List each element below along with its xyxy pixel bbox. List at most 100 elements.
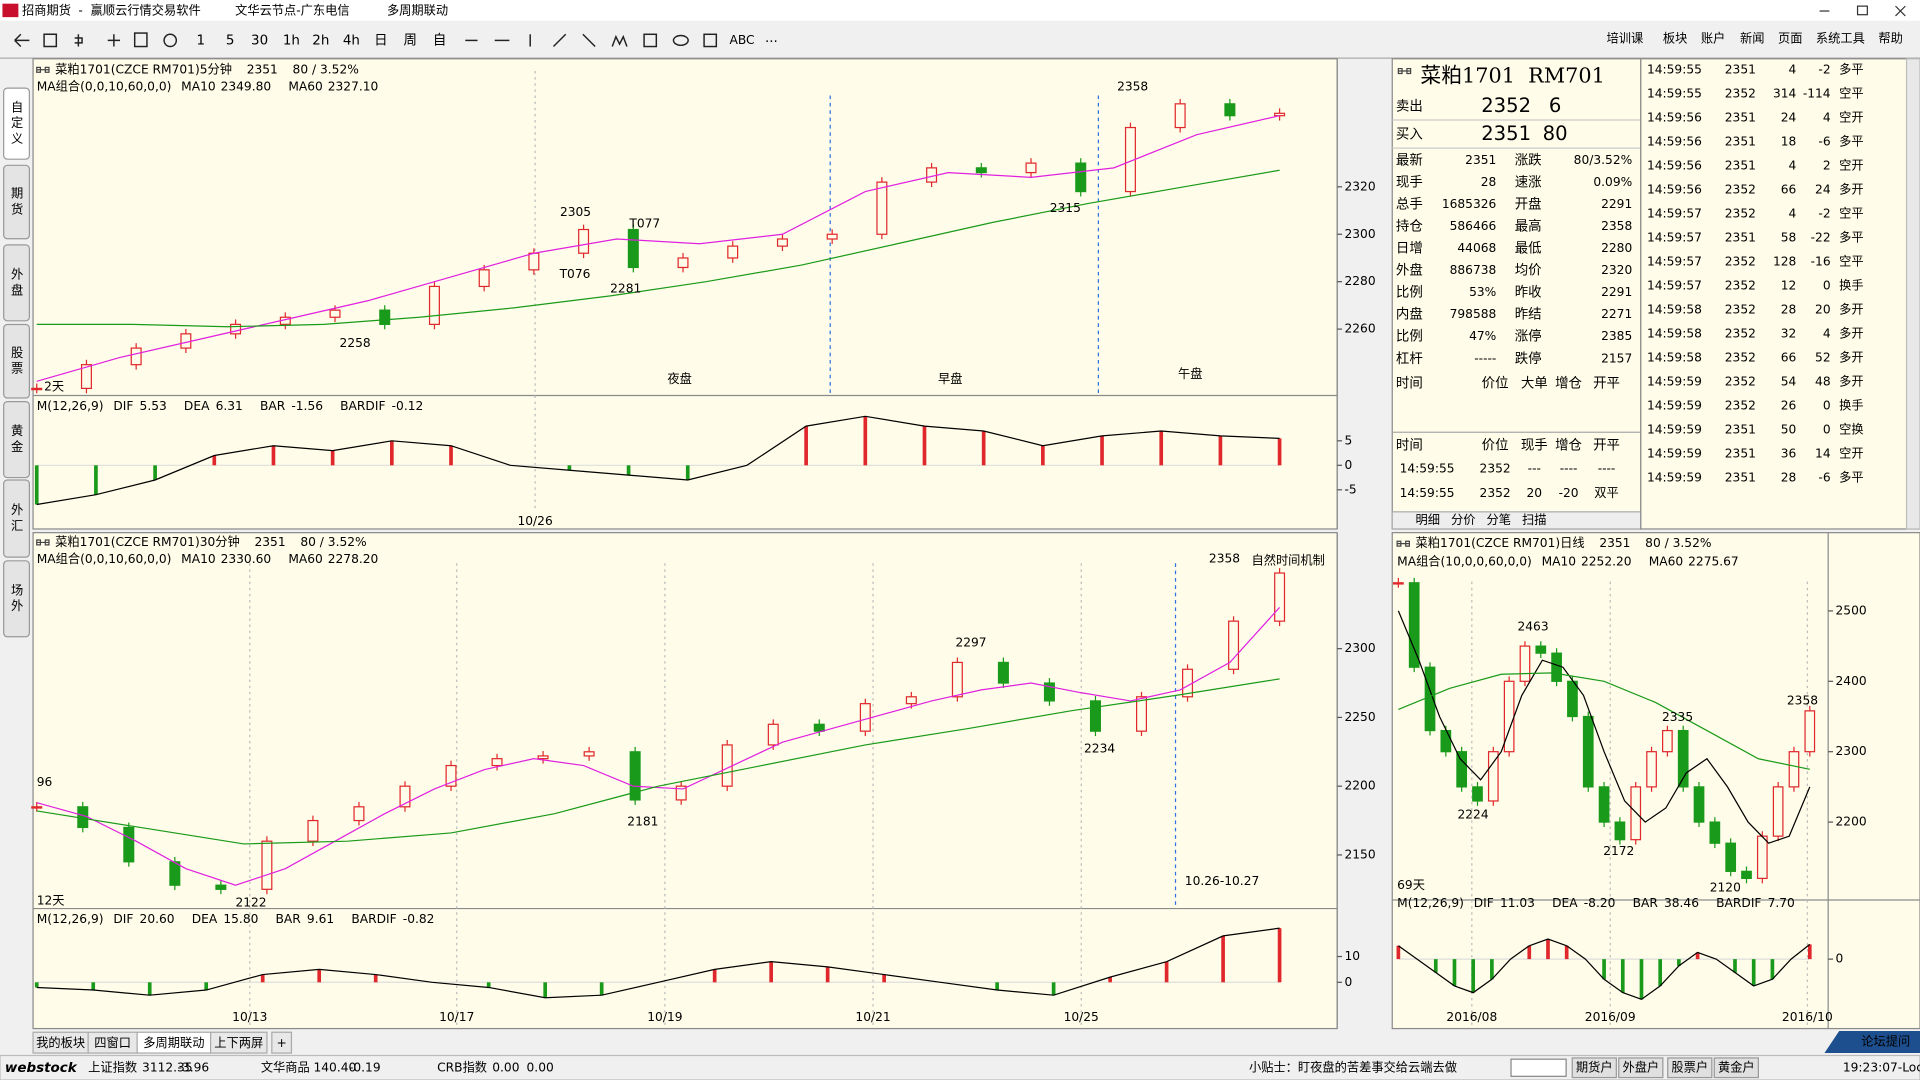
trade-cell: 多平 xyxy=(1839,134,1863,148)
trade-cell: 2 xyxy=(1823,158,1831,172)
trade-cell: 14:59:58 xyxy=(1647,302,1702,316)
side-tab[interactable] xyxy=(3,164,30,240)
period-button[interactable]: 自 xyxy=(433,32,446,48)
bottom-tab-label: 我的板块 xyxy=(36,1035,85,1050)
trade-cell: 14:59:58 xyxy=(1647,350,1702,364)
menu-item[interactable]: 页面 xyxy=(1778,32,1802,46)
quote-tab[interactable]: 明细 xyxy=(1416,513,1440,527)
dif-line xyxy=(36,927,1280,999)
bottom-tab-label: 上下两屏 xyxy=(214,1036,263,1050)
period-button[interactable]: 周 xyxy=(403,33,416,48)
side-tab[interactable] xyxy=(3,479,30,558)
candle xyxy=(1440,729,1452,753)
bottom-tab[interactable] xyxy=(271,1031,293,1054)
ma-label: MA10 xyxy=(1542,555,1577,569)
menu-item[interactable]: 板块 xyxy=(1663,32,1687,46)
quote-label: 开盘 xyxy=(1515,195,1542,212)
account-button[interactable] xyxy=(1667,1057,1713,1079)
trade-cell: 14:59:59 xyxy=(1647,398,1702,412)
macd-bar xyxy=(147,982,152,996)
candle xyxy=(1228,620,1240,670)
quote-label: 现手 xyxy=(1396,174,1423,190)
trade-cell: 14:59:56 xyxy=(1647,182,1702,196)
menu-item[interactable]: 帮助 xyxy=(1878,32,1902,46)
trade-cell: 2351 xyxy=(1725,230,1756,244)
trade-cell: 28 xyxy=(1781,470,1797,484)
ma-label: MA10 xyxy=(181,552,216,566)
y-tick-label: 2300 xyxy=(1344,227,1375,241)
side-tab-label: 票 xyxy=(11,362,23,376)
trade-cell: 多平 xyxy=(1839,62,1863,76)
trade-cell: 4 xyxy=(1823,110,1831,124)
candle xyxy=(1408,582,1420,668)
macd-label: BARDIF xyxy=(340,399,385,413)
period-button[interactable]: 5 xyxy=(226,33,235,48)
macd-title: M(12,26,9) xyxy=(37,399,104,413)
chart-note: 10.26-10.27 xyxy=(1185,874,1259,888)
menu-item[interactable]: 新闻 xyxy=(1740,31,1764,46)
account-button[interactable] xyxy=(1571,1057,1617,1079)
account-button[interactable] xyxy=(1713,1057,1759,1079)
macd-bar xyxy=(685,465,690,480)
window-title: 招商期货 xyxy=(22,3,71,18)
trade-cell: 2352 xyxy=(1725,398,1756,412)
side-tab[interactable] xyxy=(3,323,30,399)
macd-value: 7.70 xyxy=(1768,896,1795,910)
date-label: 10/25 xyxy=(1064,1010,1099,1024)
tool-button[interactable]: ABC xyxy=(729,33,754,47)
toolbar xyxy=(0,20,1920,59)
quote-tab[interactable]: 分价 xyxy=(1451,513,1475,527)
search-box[interactable] xyxy=(1510,1058,1567,1077)
tool-button[interactable]: ... xyxy=(765,31,778,46)
window-controls xyxy=(1819,5,1906,17)
account-button[interactable] xyxy=(1618,1057,1664,1079)
macd-bar xyxy=(1770,959,1775,980)
quote-value: 2291 xyxy=(1601,285,1632,299)
side-tab-label: 定 xyxy=(11,115,23,130)
contract-code: RM701 xyxy=(1528,64,1605,88)
index-name: 文华商品 xyxy=(261,1059,310,1074)
macd-bar xyxy=(1452,959,1457,986)
period-button[interactable]: 2h xyxy=(312,33,329,48)
macd-bar xyxy=(1751,959,1756,986)
trade-cell: -2 xyxy=(1818,206,1830,220)
chart-price: 2351 xyxy=(1599,536,1630,550)
period-button[interactable]: 30 xyxy=(251,33,268,48)
macd-bar xyxy=(1108,977,1112,983)
candle xyxy=(1274,112,1286,117)
macd-value: -8.20 xyxy=(1584,896,1616,910)
title-bar xyxy=(0,0,1920,21)
bottom-tab[interactable] xyxy=(210,1031,268,1054)
candle xyxy=(1043,682,1055,702)
window-title: 文华云节点-广东电信 xyxy=(235,3,350,18)
quote-tab[interactable]: 分笔 xyxy=(1487,512,1511,527)
macd-bar xyxy=(1396,945,1401,960)
macd-bar xyxy=(599,982,604,996)
menu-item[interactable]: 账户 xyxy=(1701,31,1725,46)
candle xyxy=(1582,715,1594,788)
quote-tab[interactable]: 扫描 xyxy=(1522,513,1546,527)
y-tick-label: 0 xyxy=(1344,975,1352,989)
chart-title: 菜粕1701(CZCE RM701)5分钟 xyxy=(55,61,232,76)
candle xyxy=(1551,652,1562,682)
trade-cell: 0 xyxy=(1823,422,1831,436)
period-button[interactable]: 4h xyxy=(343,33,360,48)
macd-bar xyxy=(1733,959,1737,973)
ma-group: MA组合(0,0,10,60,0,0) xyxy=(37,551,172,566)
side-tab[interactable] xyxy=(3,401,30,479)
trade-cell: 0 xyxy=(1823,278,1831,292)
index-name: CRB指数 xyxy=(437,1059,487,1074)
side-tab-label: 义 xyxy=(11,132,23,146)
period-button[interactable]: 日 xyxy=(374,33,387,48)
side-tab[interactable] xyxy=(3,244,30,322)
period-button[interactable]: 1h xyxy=(283,33,300,48)
y-tick-label: 2300 xyxy=(1344,641,1375,655)
menu-item[interactable]: 系统工具 xyxy=(1816,32,1865,46)
forum-link[interactable]: 论坛提问 xyxy=(1861,1034,1910,1049)
side-tab[interactable] xyxy=(3,87,30,160)
period-button[interactable]: 1 xyxy=(197,33,206,48)
trade-cell: -6 xyxy=(1818,470,1830,484)
side-tab[interactable] xyxy=(3,560,30,638)
chart-note: 12天 xyxy=(37,894,65,908)
menu-item[interactable]: 培训课 xyxy=(1607,31,1644,46)
